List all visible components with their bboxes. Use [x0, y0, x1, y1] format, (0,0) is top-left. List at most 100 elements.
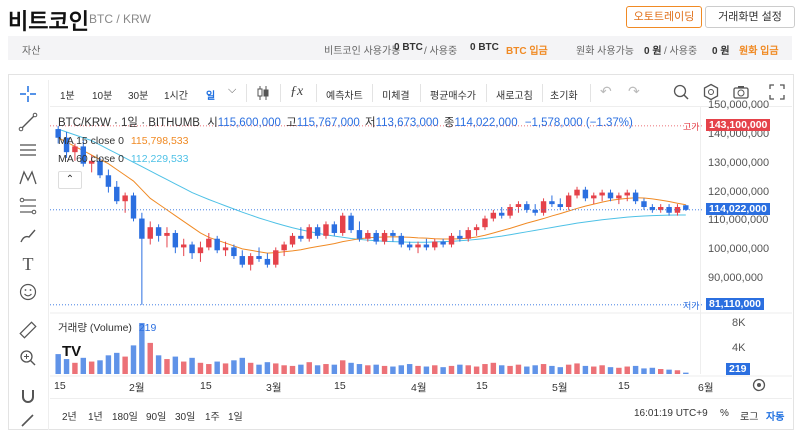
ma15-legend: MA 15 close 0 115,798,533 — [58, 135, 189, 147]
current-price-badge: 114,022,000 — [706, 202, 770, 215]
camera-icon[interactable] — [732, 83, 750, 104]
low-value: 113,673,000 — [375, 117, 439, 129]
ma60-legend: MA 60 close 0 112,229,533 — [58, 153, 189, 165]
log-toggle[interactable]: 로그 — [740, 412, 759, 423]
interval-10m[interactable]: 10분 — [92, 91, 113, 102]
auto-trading-button[interactable]: 오토트레이딩 — [626, 6, 702, 28]
text-tool-icon[interactable]: T — [22, 254, 34, 274]
open-orders-button[interactable]: 미체결 — [382, 91, 410, 102]
krw-in-use-label: / 사용중 — [664, 46, 698, 57]
current-volume-badge: 219 — [726, 362, 750, 375]
avg-buy-price-button[interactable]: 평균매수가 — [430, 91, 476, 102]
zoom-in-icon[interactable] — [18, 348, 38, 368]
fib-levels-icon[interactable] — [18, 196, 38, 216]
candle-style-icon[interactable] — [255, 84, 271, 105]
low-tag-label: 저가 — [683, 300, 700, 311]
time-tick-label: 15 — [54, 380, 66, 392]
tradingview-logo-icon: TV — [62, 343, 82, 360]
range-180d[interactable]: 180일 — [112, 412, 138, 423]
price-tick-label: 130,000,000 — [708, 156, 770, 169]
reset-button[interactable]: 초기화 — [550, 91, 578, 102]
clock: 16:01:19 UTC+9 — [634, 408, 708, 419]
price-tick-label: 110,000,000 — [708, 214, 769, 227]
btc-available-label: 비트코인 사용가능 — [324, 46, 401, 57]
volume-tick-label: 8K — [732, 317, 746, 330]
chart-legend: BTC/KRW · 1일 · BITHUMB 시115,600,000 고115… — [58, 117, 633, 129]
trend-line-icon[interactable] — [18, 112, 38, 132]
percent-toggle[interactable]: % — [720, 408, 729, 419]
open-value: 115,600,000 — [217, 117, 281, 129]
range-90d[interactable]: 90일 — [146, 412, 167, 423]
chart-frame — [8, 74, 794, 430]
search-icon[interactable] — [672, 83, 690, 104]
brush-icon[interactable] — [18, 226, 38, 246]
emoji-icon[interactable] — [18, 282, 38, 302]
pattern-icon[interactable] — [18, 168, 38, 188]
volume-tick-label: 4K — [732, 342, 746, 355]
interval-1m[interactable]: 1분 — [60, 91, 75, 102]
low-price-badge: 81,110,000 — [706, 297, 764, 310]
range-30d[interactable]: 30일 — [175, 412, 196, 423]
header: 비트코인 BTC / KRW 오토트레이딩 거래화면 설정 — [0, 0, 800, 36]
screen-settings-button[interactable]: 거래화면 설정 — [705, 6, 795, 28]
btc-in-use-label: / 사용중 — [424, 46, 458, 57]
high-value: 115,767,000 — [296, 117, 360, 129]
balance-bar: 자산 비트코인 사용가능 0 BTC / 사용중 0 BTC BTC 입금 원화… — [8, 36, 792, 60]
range-1d[interactable]: 1일 — [228, 412, 243, 423]
time-tick-label: 5월 — [552, 382, 568, 394]
volume-legend: 거래량 (Volume) 219 — [58, 322, 157, 334]
high-tag-label: 고가 — [683, 121, 700, 132]
price-tick-label: 120,000,000 — [708, 185, 770, 198]
krw-available-label: 원화 사용가능 — [576, 46, 634, 57]
btc-available-value: 0 BTC — [394, 42, 423, 53]
drawing-toolbar: T — [8, 80, 49, 430]
time-tick-label: 2월 — [129, 382, 145, 394]
crosshair-icon[interactable] — [18, 84, 38, 104]
range-1w[interactable]: 1주 — [205, 412, 220, 423]
interval-30m[interactable]: 30분 — [128, 91, 149, 102]
interval-1h[interactable]: 1시간 — [164, 91, 188, 102]
time-tick-label: 15 — [476, 380, 488, 392]
change-value: −1,578,000 (−1.37%) — [524, 117, 633, 129]
symbol-label: BTC/KRW · 1일 · BITHUMB — [58, 117, 200, 129]
volume-value: 219 — [138, 322, 157, 334]
interval-1d[interactable]: 일 — [206, 91, 216, 102]
time-tick-label: 4월 — [411, 382, 427, 394]
forecast-chart-button[interactable]: 예측차트 — [326, 91, 363, 102]
chart-toolbar: 1분 10분 30분 1시간 일 ⌵ ƒx 예측차트 미체결 평균매수가 새로고… — [50, 80, 792, 107]
time-axis-settings-icon[interactable] — [752, 378, 766, 397]
collapse-legend-button[interactable]: ⌃ — [58, 171, 82, 189]
btc-deposit-link[interactable]: BTC 입금 — [506, 46, 548, 57]
chevron-down-icon[interactable]: ⌵ — [228, 84, 237, 96]
btc-in-use-value: 0 BTC — [470, 42, 499, 53]
refresh-button[interactable]: 새로고침 — [496, 91, 533, 102]
settings-gear-icon[interactable] — [702, 83, 720, 104]
indicator-fx-icon[interactable]: ƒx — [290, 84, 304, 99]
auto-toggle[interactable]: 자동 — [766, 412, 785, 423]
ruler-icon[interactable] — [18, 320, 38, 340]
close-value: 114,022,000 — [454, 117, 518, 129]
magnet-icon[interactable] — [18, 386, 38, 406]
pencil-icon[interactable] — [18, 410, 38, 430]
redo-icon[interactable]: ↷ — [628, 83, 640, 99]
krw-in-use-value: 0 원 — [712, 46, 730, 57]
price-tick-label: 100,000,000 — [708, 243, 770, 256]
time-tick-label: 6월 — [698, 382, 714, 394]
coin-title: 비트코인 — [8, 9, 89, 34]
high-price-badge: 143,100,000 — [706, 118, 771, 131]
range-bar: 2년 1년 180일 90일 30일 1주 1일 16:01:19 UTC+9 … — [50, 398, 792, 427]
undo-icon[interactable]: ↶ — [600, 83, 612, 99]
ma15-value: 115,798,533 — [130, 135, 189, 147]
pair-label: BTC / KRW — [89, 12, 151, 26]
time-tick-label: 15 — [334, 380, 346, 392]
krw-deposit-link[interactable]: 원화 입금 — [739, 46, 779, 57]
krw-available-value: 0 원 — [644, 46, 662, 57]
horizontal-lines-icon[interactable] — [18, 140, 38, 160]
fullscreen-icon[interactable] — [768, 83, 786, 104]
time-tick-label: 15 — [200, 380, 212, 392]
range-1y[interactable]: 1년 — [88, 412, 103, 423]
price-tick-label: 150,000,000 — [708, 99, 770, 111]
time-tick-label: 15 — [618, 380, 630, 392]
range-2y[interactable]: 2년 — [62, 412, 77, 423]
ma60-value: 112,229,533 — [130, 153, 189, 165]
